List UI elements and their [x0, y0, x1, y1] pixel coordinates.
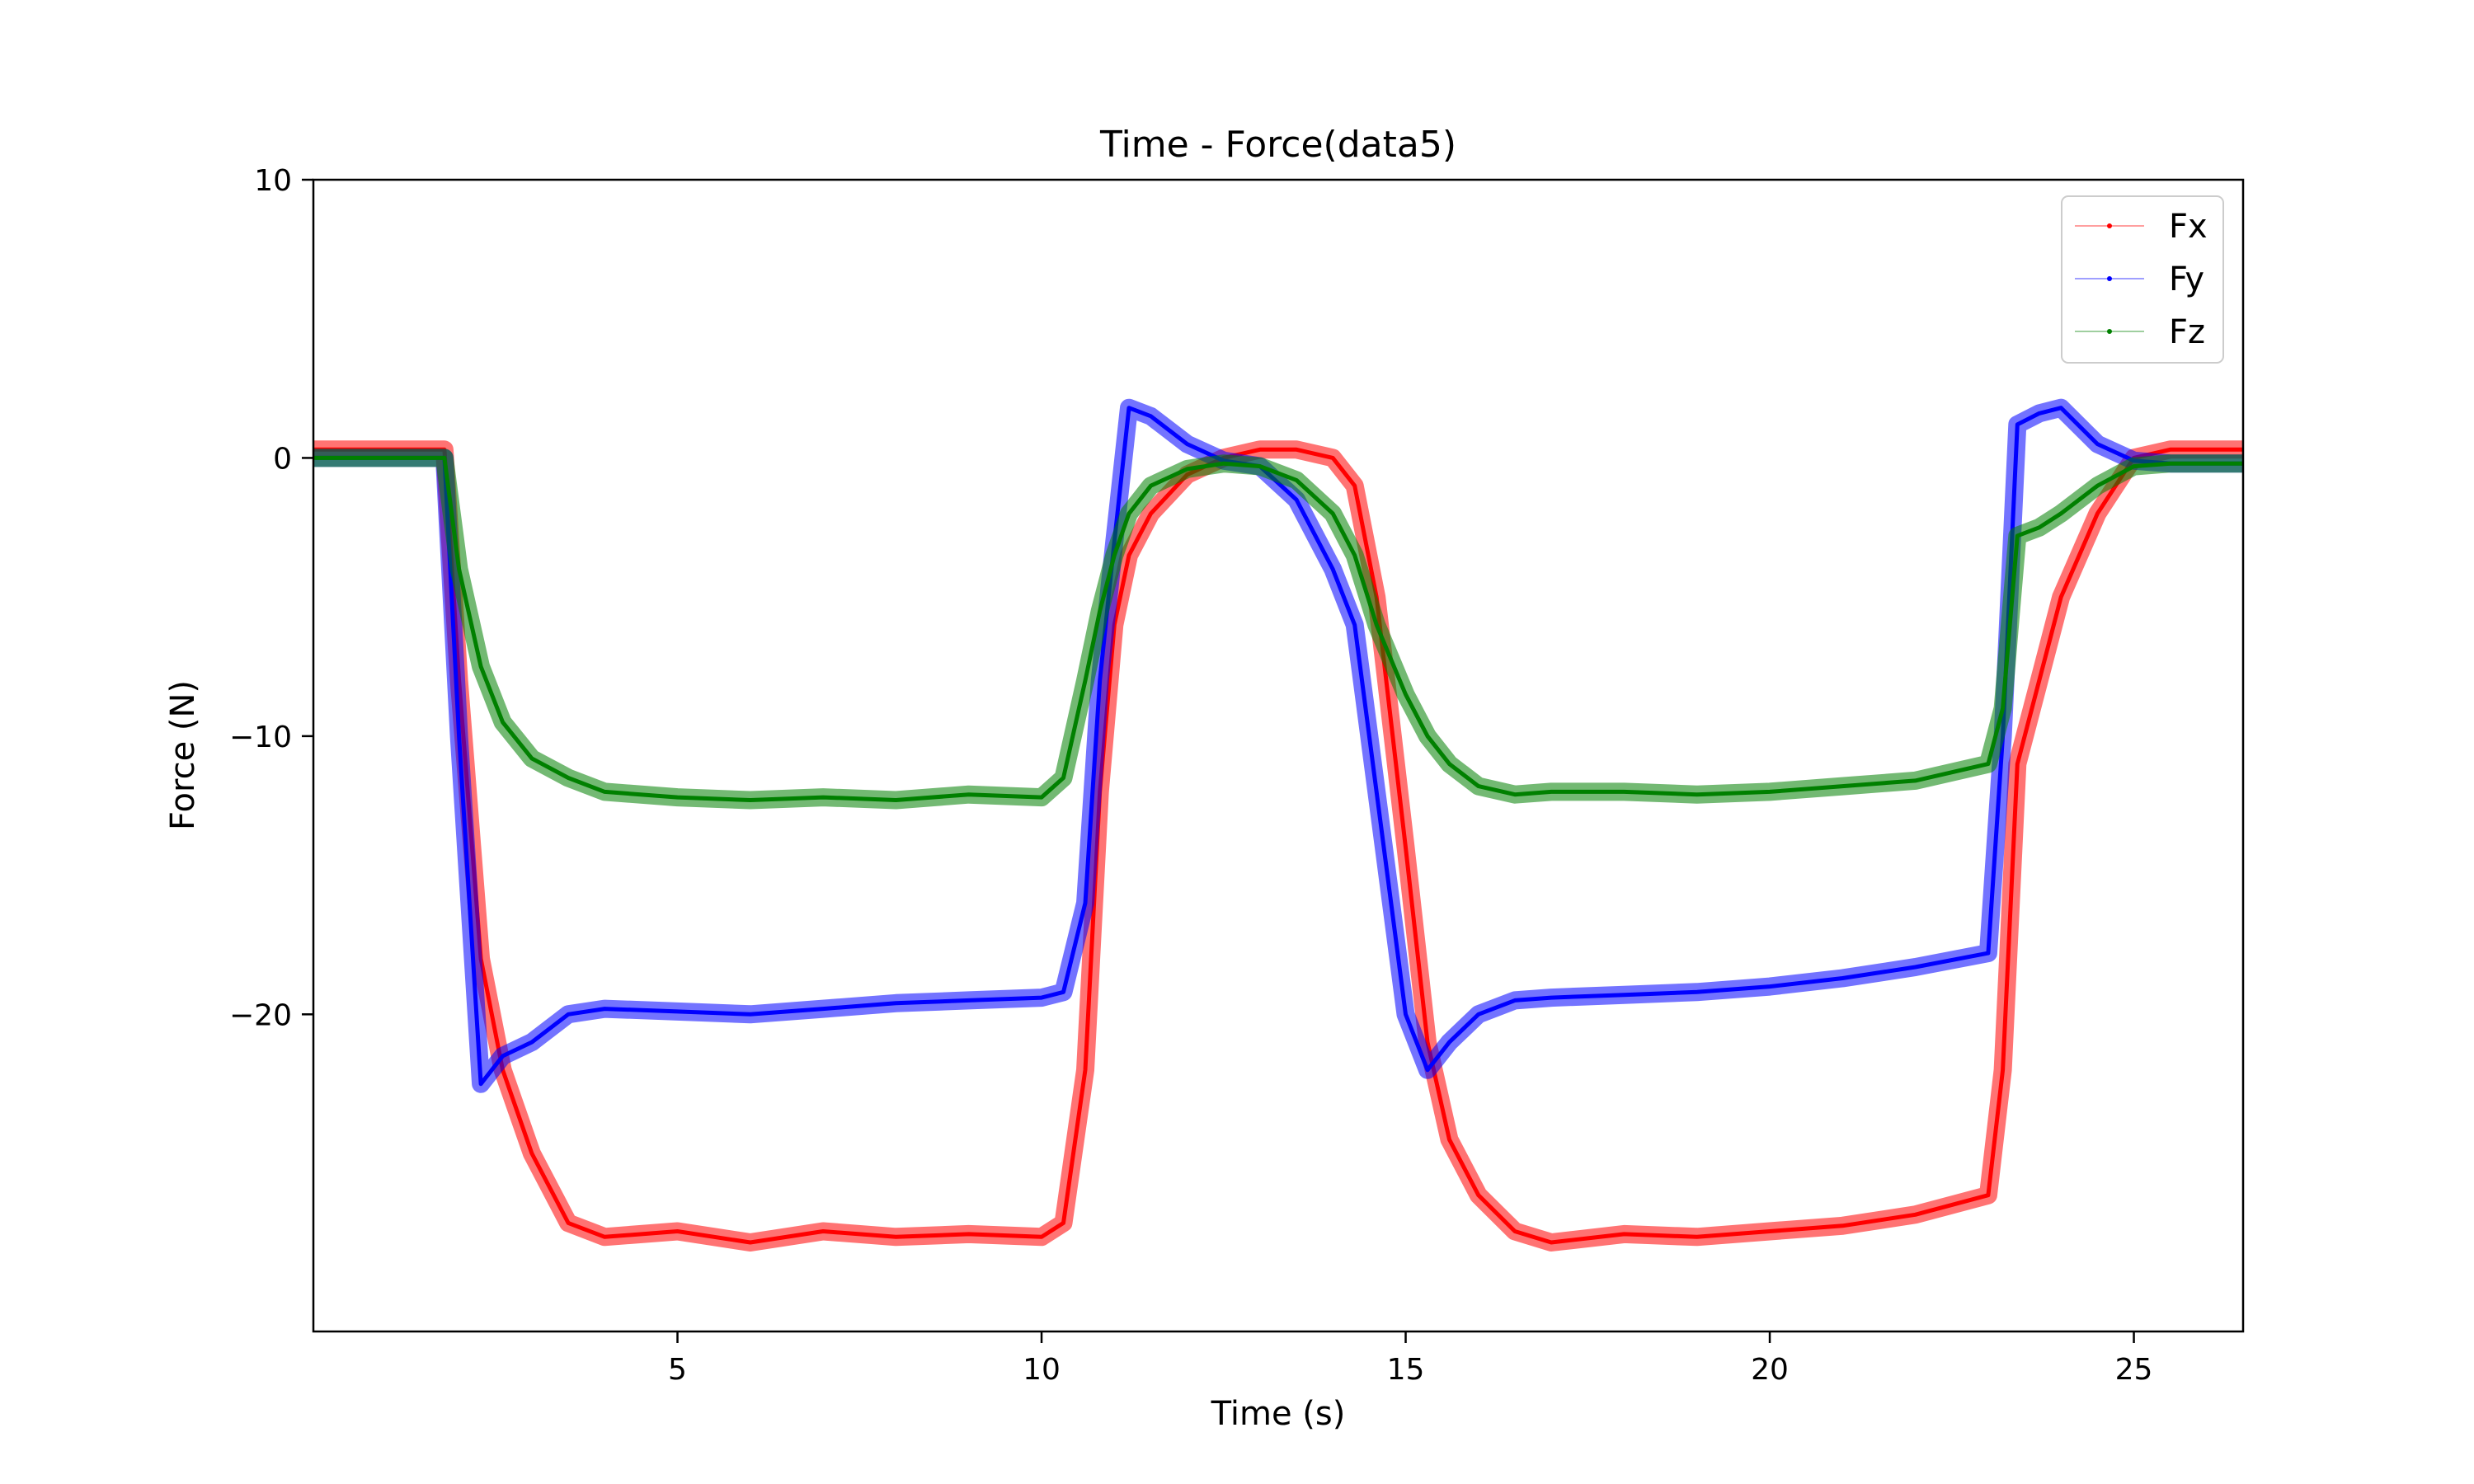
y-tick-label: 10	[254, 164, 292, 198]
x-axis-ticks: 5 10 15 20 25	[668, 1331, 2152, 1387]
x-tick-label: 5	[668, 1353, 687, 1387]
series-fy-line	[313, 406, 2243, 1087]
x-tick-label: 25	[2115, 1353, 2153, 1387]
x-tick-label: 10	[1023, 1353, 1061, 1387]
legend-marker-fy	[2107, 276, 2112, 281]
series-layer	[313, 398, 2243, 1252]
legend-label-fx: Fx	[2169, 208, 2208, 246]
y-tick-label: 0	[273, 442, 292, 476]
y-axis-label: Force (N)	[164, 680, 202, 830]
legend-marker-fx	[2107, 223, 2112, 228]
series-fx-line	[313, 447, 2243, 1245]
legend-label-fz: Fz	[2169, 313, 2205, 351]
y-tick-label: −20	[229, 998, 292, 1032]
legend-label-fy: Fy	[2169, 261, 2204, 298]
chart-title: Time - Force(data5)	[1099, 124, 1456, 166]
x-tick-label: 15	[1387, 1353, 1425, 1387]
legend-box	[2061, 195, 2224, 364]
legend: Fx Fy Fz	[2061, 195, 2224, 364]
x-tick-label: 20	[1751, 1353, 1789, 1387]
y-axis-ticks: 10 0 −10 −20	[229, 164, 313, 1032]
x-axis-label: Time (s)	[1211, 1395, 1346, 1433]
legend-marker-fz	[2107, 329, 2112, 334]
series-fz-line	[313, 455, 2243, 802]
y-tick-label: −10	[229, 721, 292, 754]
plot-frame	[312, 178, 2245, 1333]
